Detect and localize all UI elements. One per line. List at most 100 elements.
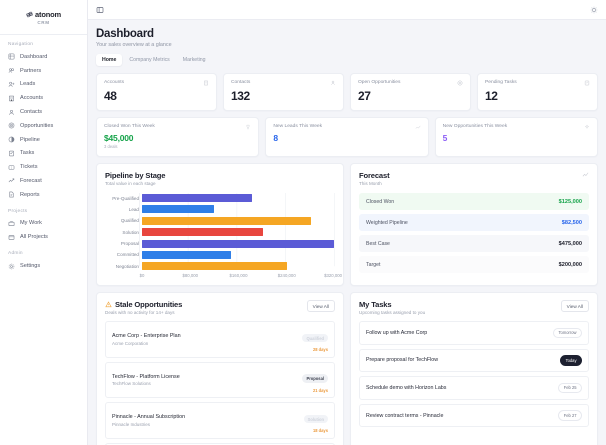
topbar <box>88 0 606 20</box>
stage-badge: Proposal <box>302 374 328 383</box>
forecast-label: Target <box>366 261 381 268</box>
stage-badge: Qualified <box>302 333 328 343</box>
bar-row: Pre-Qualified <box>105 193 335 203</box>
brand-logo[interactable]: atonom CRM <box>0 0 87 28</box>
sidebar-item-partners[interactable]: Partners <box>0 64 87 78</box>
sidebar-item-tickets[interactable]: Tickets <box>0 160 87 174</box>
sidebar-item-label: My Work <box>20 220 42 227</box>
theme-toggle-icon[interactable] <box>590 6 598 14</box>
task-name: Prepare proposal for TechFlow <box>366 357 439 364</box>
bar[interactable] <box>142 194 252 202</box>
bar[interactable] <box>142 216 311 225</box>
target-icon <box>457 80 463 85</box>
sidebar-item-all-projects[interactable]: All Projects <box>0 230 87 244</box>
content-scroll: Dashboard Your sales overview at a glanc… <box>88 20 606 445</box>
sidebar: atonom CRM Navigation Dashboard Partners… <box>0 0 88 445</box>
task-row[interactable]: Review contract terms - Pinnacle Feb 27 <box>359 403 589 428</box>
x-tick-label: $240,000 <box>277 273 296 279</box>
brand-name: atonom <box>35 10 61 19</box>
bar-category-label: Negotiation <box>115 263 139 269</box>
sidebar-item-forecast[interactable]: Forecast <box>0 174 87 188</box>
sidebar-item-tasks[interactable]: Tasks <box>0 146 87 160</box>
forecast-subtitle: This Month <box>359 181 382 186</box>
tasks-view-all-button[interactable]: View All <box>560 300 589 312</box>
partners-icon <box>8 68 14 73</box>
stat-value: $45,000 <box>104 132 134 143</box>
kpi-label: Contacts <box>231 79 251 85</box>
sidebar-item-contacts[interactable]: Contacts <box>0 105 87 119</box>
forecast-value: $82,500 <box>561 219 582 226</box>
forecast-value: $125,000 <box>558 198 582 205</box>
kpi-card-contacts[interactable]: Contacts 132 <box>223 72 344 111</box>
tasks-subtitle: Upcoming tasks assigned to you <box>359 310 426 315</box>
stale-row[interactable]: TechFlow - Platform License TechFlow Solu… <box>105 361 335 398</box>
stale-title: Stale Opportunities <box>115 300 183 309</box>
sidebar-item-dashboard[interactable]: Dashboard <box>0 50 87 64</box>
bar[interactable] <box>142 228 263 237</box>
stat-card-closed-won[interactable]: Closed Won This Week $45,000 3 deals <box>96 116 260 157</box>
stale-opportunity-name: Pinnacle - Annual Subscription <box>112 414 186 420</box>
my-work-icon <box>8 221 15 226</box>
stale-row[interactable]: Horizon Labs - Team PlanHorizon LabsPre-… <box>105 442 335 445</box>
bar[interactable] <box>142 262 287 271</box>
bar[interactable] <box>142 250 232 259</box>
chart-row: Pipeline by Stage Total value in each st… <box>96 163 598 286</box>
task-row[interactable]: Schedule demo with Horizon Labs Feb 25 <box>359 376 589 400</box>
stat-row: Closed Won This Week $45,000 3 deals New… <box>96 116 598 157</box>
page-subtitle: Your sales overview at a glance <box>96 41 172 48</box>
bar-track <box>142 194 335 202</box>
sidebar-section-label: Navigation <box>8 42 34 47</box>
sidebar-item-opportunities[interactable]: Opportunities <box>0 119 87 133</box>
bar[interactable] <box>142 239 334 248</box>
kpi-label: Accounts <box>104 79 125 85</box>
stale-days-label: 28 days <box>312 347 328 352</box>
task-row[interactable]: Prepare proposal for TechFlow Today <box>359 348 589 373</box>
bar-category-label: Committed <box>116 252 139 258</box>
settings-icon <box>8 263 15 269</box>
kpi-card-accounts[interactable]: Accounts 48 <box>96 72 217 111</box>
bar-category-label: Pre-Qualified <box>112 195 139 201</box>
stale-row[interactable]: Pinnacle - Annual Subscription Pinnacle I… <box>105 402 335 439</box>
panel-toggle-icon[interactable] <box>96 6 104 14</box>
sidebar-item-label: Opportunities <box>20 122 54 129</box>
forecast-value: $475,000 <box>558 240 582 247</box>
sidebar-item-my-work[interactable]: My Work <box>0 217 87 231</box>
bar-track <box>142 216 335 225</box>
sidebar-item-leads[interactable]: Leads <box>0 78 87 92</box>
stale-row-text: TechFlow - Platform License TechFlow Solu… <box>112 374 180 387</box>
forecast-row[interactable]: Best Case $475,000 <box>359 235 589 252</box>
sidebar-section-label: Projects <box>8 208 28 214</box>
kpi-card-open-opportunities[interactable]: Open Opportunities 27 <box>350 72 471 111</box>
stale-row[interactable]: Acme Corp - Enterprise Plan Acme Corporat… <box>105 321 335 358</box>
sidebar-item-accounts[interactable]: Accounts <box>0 91 87 105</box>
building-icon <box>204 80 208 85</box>
sidebar-item-reports[interactable]: Reports <box>0 188 87 202</box>
stale-row-meta: Proposal 21 days <box>302 367 328 393</box>
kpi-card-pending-tasks[interactable]: Pending Tasks 12 <box>477 72 598 111</box>
stale-view-all-button[interactable]: View All <box>306 300 335 312</box>
forecast-label: Best Case <box>366 240 390 247</box>
sidebar-section-navigation: Navigation Dashboard Partners Leads Acco… <box>0 35 87 202</box>
sidebar-item-pipeline[interactable]: Pipeline <box>0 133 87 147</box>
stale-company-name: Pinnacle Industries <box>112 421 151 427</box>
task-row[interactable]: Follow up with Acme Corp Tomorrow <box>359 321 589 345</box>
stat-card-new-opportunities[interactable]: New Opportunities This Week 5 <box>434 116 598 157</box>
tab-company-metrics[interactable]: Company Metrics <box>129 56 170 63</box>
forecast-row[interactable]: Target $200,000 <box>359 256 589 273</box>
kpi-value: 132 <box>231 88 250 103</box>
sidebar-item-settings[interactable]: Settings <box>0 259 87 273</box>
stat-value: 8 <box>273 132 278 143</box>
forecast-row[interactable]: Weighted Pipeline $82,500 <box>359 214 589 231</box>
tab-home[interactable]: Home <box>96 53 123 66</box>
forecast-row[interactable]: Closed Won $125,000 <box>359 193 589 210</box>
tab-marketing[interactable]: Marketing <box>182 56 206 63</box>
bar[interactable] <box>142 205 215 214</box>
stat-value: 5 <box>442 132 448 143</box>
trophy-icon <box>246 124 250 129</box>
page-header: Dashboard Your sales overview at a glanc… <box>96 28 598 48</box>
stale-row-text: Pinnacle - Annual Subscription Pinnacle I… <box>112 414 185 427</box>
pipeline-icon <box>8 136 15 143</box>
stat-card-new-leads[interactable]: New Leads This Week 8 <box>265 116 429 157</box>
kpi-label: Open Opportunities <box>358 79 401 85</box>
